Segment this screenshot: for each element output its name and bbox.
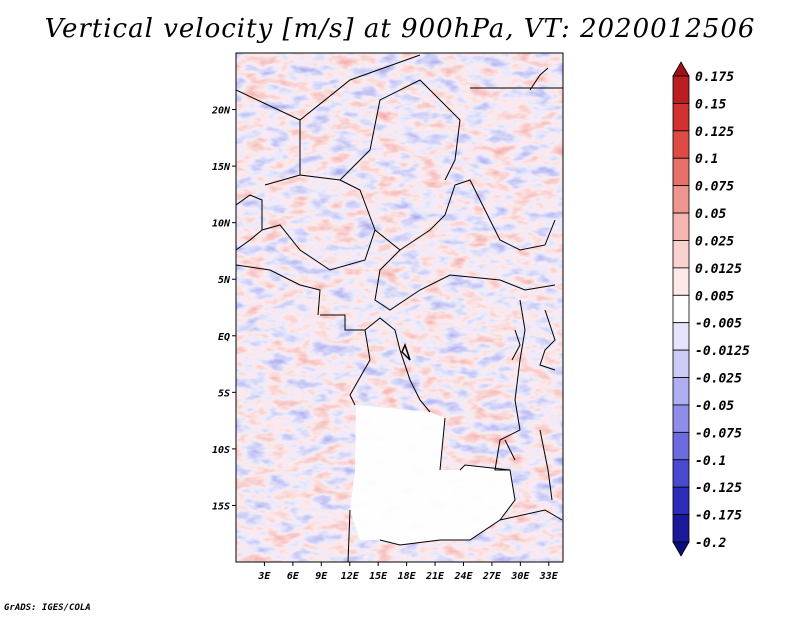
x-tick-label: 6E — [287, 571, 300, 582]
colorbar-label: -0.1 — [695, 454, 726, 469]
colorbar-label: -0.075 — [695, 426, 742, 441]
colorbar-bin — [672, 103, 690, 132]
x-tick-label: 27E — [482, 571, 502, 582]
x-tick-label: 9E — [315, 571, 328, 582]
colorbar-bin — [672, 240, 690, 269]
colorbar-label: 0.125 — [695, 125, 734, 140]
footer-credit: GrADS: IGES/COLA — [4, 603, 91, 613]
map-title: Vertical velocity [m/s] at 900hPa, VT: 2… — [44, 14, 756, 44]
x-tick-label: 33E — [539, 571, 559, 582]
colorbar-label: 0.075 — [695, 180, 734, 195]
x-tick-label: 30E — [510, 571, 530, 582]
x-tick-label: 18E — [398, 571, 417, 582]
colorbar-bin — [672, 349, 690, 378]
velocity-field — [236, 53, 563, 562]
colorbar-label: 0.15 — [695, 97, 726, 112]
x-tick-label: 15E — [369, 571, 388, 582]
colorbar-bin — [672, 212, 690, 241]
y-tick-label: 20N — [211, 106, 231, 117]
x-tick-label: 24E — [453, 571, 473, 582]
colorbar-label: -0.2 — [695, 536, 726, 551]
colorbar-bin — [672, 267, 690, 296]
colorbar-max-arrow — [672, 61, 690, 77]
y-tick-label: 15S — [212, 501, 230, 512]
colorbar-label: 0.05 — [695, 207, 726, 222]
x-tick-label: 3E — [257, 571, 271, 582]
colorbar-bin — [672, 514, 690, 543]
colorbar-bin — [672, 157, 690, 187]
y-tick-label: 10S — [212, 445, 230, 456]
colorbar-label: -0.025 — [695, 372, 742, 387]
colorbar: 0.175 0.15 0.125 0.1 0.075 0.05 0.025 0.0125 0.0… — [672, 61, 750, 557]
colorbar-bin — [672, 377, 690, 406]
y-tick-label: 5N — [218, 275, 231, 286]
colorbar-bin — [672, 431, 690, 461]
x-tick-label: 21E — [425, 571, 445, 582]
colorbar-bin — [672, 130, 690, 159]
colorbar-bin — [672, 322, 690, 351]
y-axis-ticks: 20N 15N 10N 5N EQ 5S 10S 15S — [211, 106, 236, 512]
colorbar-bin — [672, 294, 690, 324]
colorbar-bin — [672, 459, 690, 488]
plot-frame — [235, 52, 564, 563]
colorbar-bin — [672, 404, 690, 433]
colorbar-label: 0.1 — [695, 152, 718, 167]
colorbar-label: -0.005 — [695, 317, 742, 332]
colorbar-min-arrow — [672, 541, 690, 557]
y-tick-label: 15N — [212, 162, 231, 173]
colorbar-label: -0.175 — [695, 509, 742, 524]
undefined-region — [350, 405, 515, 545]
colorbar-label: 0.0125 — [695, 262, 742, 277]
x-axis-ticks: 3E 6E 9E 12E 15E 18E 21E 24E 27E 30E 33E — [257, 562, 559, 582]
colorbar-label: 0.025 — [695, 234, 734, 249]
colorbar-label: -0.05 — [695, 399, 734, 414]
colorbar-bin — [672, 486, 690, 515]
colorbar-bin — [672, 75, 690, 104]
colorbar-label: 0.175 — [695, 70, 734, 85]
x-tick-label: 12E — [341, 571, 360, 582]
colorbar-label: 0.005 — [695, 289, 734, 304]
y-tick-label: 10N — [212, 219, 231, 230]
colorbar-label: -0.125 — [695, 481, 742, 496]
y-tick-label: 5S — [218, 388, 230, 399]
y-tick-label: EQ — [218, 332, 230, 343]
colorbar-bin — [672, 185, 690, 214]
country-borders — [236, 54, 563, 562]
colorbar-label: -0.0125 — [695, 344, 750, 359]
